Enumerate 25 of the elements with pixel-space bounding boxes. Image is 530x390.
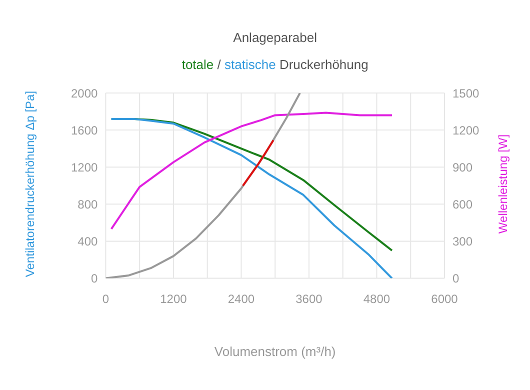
y-tick-label: 400: [78, 234, 98, 248]
x-tick-label: 2400: [228, 292, 255, 306]
y-axis-title: Ventilatorendruckerhöhung Δp [Pa]: [23, 90, 37, 277]
y2-tick-label: 1200: [452, 123, 480, 138]
x-tick-label: 1200: [160, 292, 188, 306]
line-series: [110, 118, 393, 278]
x-axis-title: Volumenstrom (m³/h): [214, 344, 336, 359]
y2-tick-label: 300: [452, 234, 473, 248]
x-tick-label: 6000: [431, 292, 458, 306]
x-tick-label: 3600: [296, 292, 323, 306]
y-tick-label: 800: [78, 197, 98, 212]
y2-tick-label: 0: [452, 272, 460, 286]
y2-axis-title: Wellenleistung [W]: [496, 134, 510, 234]
y-tick-label: 0: [91, 272, 98, 286]
y2-tick-label: 1500: [452, 86, 480, 100]
line-series: [110, 112, 393, 230]
x-tick-label: 0: [102, 292, 110, 306]
y-tick-label: 1600: [70, 123, 98, 138]
y-tick-label: 1200: [70, 160, 98, 174]
y2-tick-label: 600: [452, 197, 473, 212]
chart-title: Anlageparabel: [232, 30, 318, 45]
chart-subtitle: totale / statische Druckerhöhung: [182, 57, 368, 72]
y-tick-label: 2000: [70, 86, 98, 100]
x-tick-label: 4800: [363, 292, 390, 306]
y2-tick-label: 900: [452, 160, 473, 174]
